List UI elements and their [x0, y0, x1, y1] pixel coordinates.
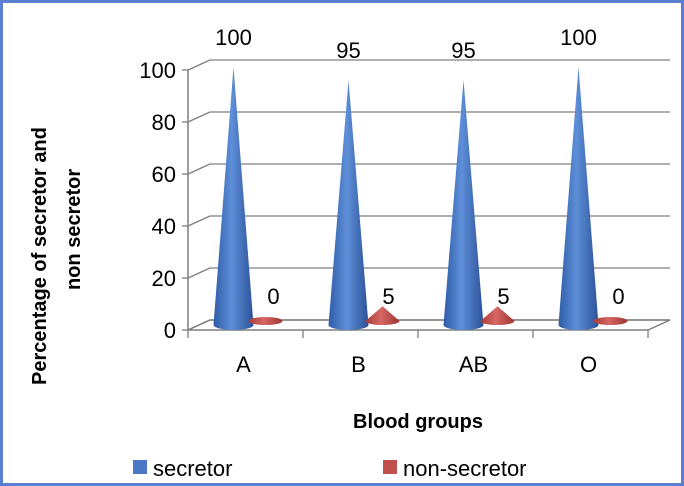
- legend-label-secretor: secretor: [153, 456, 232, 481]
- legend-swatch-secretor: [133, 460, 147, 474]
- gridlines: [182, 59, 670, 331]
- x-tick-label-ab: AB: [459, 352, 488, 377]
- y-tick-label: 100: [139, 58, 176, 83]
- data-label-secretor-o: 100: [560, 25, 597, 50]
- y-axis-title-line2: non secretor: [63, 169, 85, 290]
- gridline-depth: [187, 163, 211, 175]
- y-tick-label: 20: [152, 266, 176, 291]
- x-tick-label-o: O: [580, 352, 597, 377]
- data-label-non-secretor-a: 0: [267, 284, 279, 309]
- x-axis-title: Blood groups: [353, 411, 483, 433]
- legend-swatch-non-secretor: [383, 460, 397, 474]
- cone-non-secretor-b: [365, 306, 400, 325]
- x-tick-label-a: A: [236, 352, 251, 377]
- data-label-non-secretor-o: 0: [612, 284, 624, 309]
- gridline-depth: [187, 111, 211, 123]
- cone-non-secretor-ab: [480, 306, 515, 325]
- cone-secretor-ab: [443, 80, 484, 330]
- legend: secretor non-secretor: [133, 456, 527, 481]
- gridline-depth: [187, 59, 211, 71]
- y-tick-label: 60: [152, 162, 176, 187]
- legend-label-non-secretor: non-secretor: [403, 456, 527, 481]
- y-tick-label: 0: [164, 318, 176, 343]
- data-label-non-secretor-ab: 5: [497, 284, 509, 309]
- cone-secretor-b: [328, 80, 369, 330]
- cone-secretor-a: [213, 67, 254, 330]
- cones: [213, 67, 628, 330]
- data-labels: 100 0 95 5 95 5 100 0: [215, 25, 624, 309]
- y-tick-label: 80: [152, 110, 176, 135]
- y-tick-labels: 0 20 40 60 80 100: [139, 58, 176, 343]
- data-label-secretor-ab: 95: [451, 38, 475, 63]
- gridline-depth: [187, 319, 211, 331]
- y-tick-label: 40: [152, 214, 176, 239]
- x-tick-label-b: B: [351, 352, 366, 377]
- cone-non-secretor-a: [248, 317, 283, 325]
- data-label-secretor-a: 100: [215, 25, 252, 50]
- gridline-depth: [187, 215, 211, 227]
- data-label-non-secretor-b: 5: [382, 284, 394, 309]
- plot-walls: [187, 70, 671, 331]
- data-label-secretor-b: 95: [336, 38, 360, 63]
- cone-non-secretor-o: [593, 317, 628, 325]
- gridline-depth: [187, 267, 211, 279]
- x-tick-labels: A B AB O: [187, 330, 649, 377]
- cone-secretor-o: [558, 67, 599, 330]
- y-axis-title-line1: Percentage of secretor and: [29, 127, 51, 385]
